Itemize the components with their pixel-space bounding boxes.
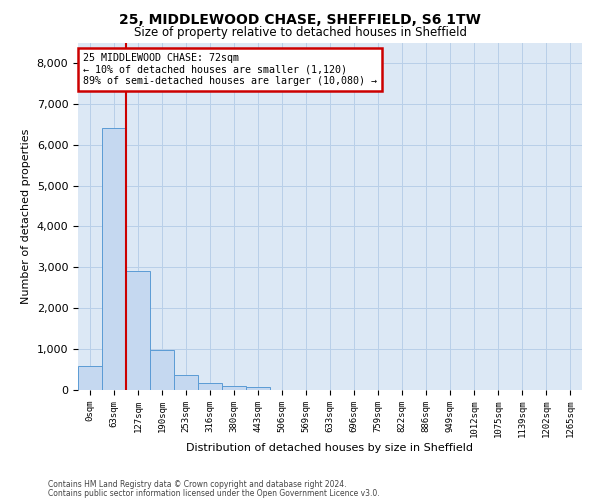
Bar	[78, 366, 102, 390]
X-axis label: Distribution of detached houses by size in Sheffield: Distribution of detached houses by size …	[187, 443, 473, 453]
Bar	[174, 376, 198, 390]
Bar	[198, 384, 222, 390]
Text: Size of property relative to detached houses in Sheffield: Size of property relative to detached ho…	[133, 26, 467, 39]
Text: 25, MIDDLEWOOD CHASE, SHEFFIELD, S6 1TW: 25, MIDDLEWOOD CHASE, SHEFFIELD, S6 1TW	[119, 12, 481, 26]
Bar	[246, 386, 270, 390]
Bar	[150, 350, 174, 390]
Text: Contains public sector information licensed under the Open Government Licence v3: Contains public sector information licen…	[48, 488, 380, 498]
Y-axis label: Number of detached properties: Number of detached properties	[21, 128, 31, 304]
Text: 25 MIDDLEWOOD CHASE: 72sqm
← 10% of detached houses are smaller (1,120)
89% of s: 25 MIDDLEWOOD CHASE: 72sqm ← 10% of deta…	[83, 53, 377, 86]
Bar	[102, 128, 126, 390]
Bar	[126, 270, 150, 390]
Bar	[222, 386, 246, 390]
Text: Contains HM Land Registry data © Crown copyright and database right 2024.: Contains HM Land Registry data © Crown c…	[48, 480, 347, 489]
